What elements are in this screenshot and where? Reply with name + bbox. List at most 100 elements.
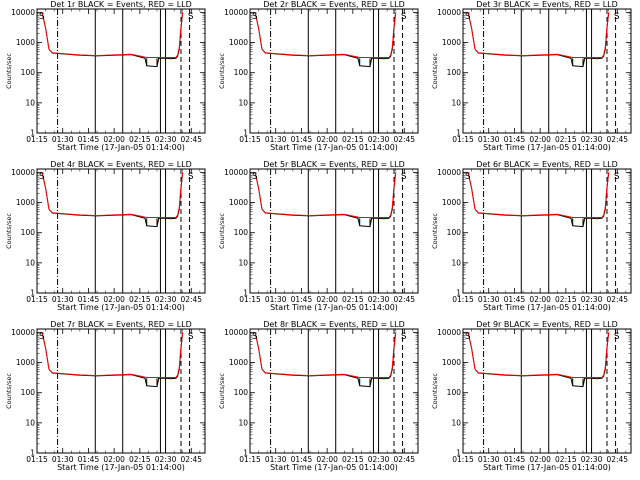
panel-4-title: Det 4r BLACK = Events, RED = LLD [50, 160, 192, 169]
panel-3-ytick-label: 100 [447, 68, 462, 77]
panel-5-ytick-label: 1 [243, 289, 248, 298]
panel-7-ytick-label: 10 [25, 418, 35, 427]
panel-2-ytick-label: 10000 [224, 8, 248, 17]
panel-3-ytick-label: 10 [451, 98, 461, 107]
panel-7-mark-s: S [188, 332, 194, 342]
panel-3-xtick-label: 02:00 [529, 135, 551, 144]
panel-9-ylabel: Counts/sec [431, 373, 439, 409]
panel-7-xtick-label: 01:45 [78, 455, 100, 464]
panel-6: Det 6r BLACK = Events, RED = LLD Counts/s… [431, 160, 632, 312]
panel-6-ylabel: Counts/sec [431, 213, 439, 249]
panel-7: Det 7r BLACK = Events, RED = LLD Counts/s… [5, 320, 206, 472]
panel-3-data [467, 9, 617, 133]
panel-5-ytick-label: 10 [238, 258, 248, 267]
panel-4-ytick-label: 100 [21, 228, 36, 237]
panel-3-xtick-label: 01:15 [452, 135, 474, 144]
panel-8-ytick-label: 10 [238, 418, 248, 427]
panel-9-ytick-label: 10 [451, 418, 461, 427]
panel-9-xtick-label: 01:30 [478, 455, 500, 464]
panel-9-data [467, 329, 617, 453]
panel-2-data [254, 9, 404, 133]
panel-7-xtick-label: 01:30 [52, 455, 74, 464]
panel-5-xtick-label: 02:30 [368, 295, 390, 304]
panel-3-frame [462, 8, 632, 134]
panel-8-ytick-label: 10000 [224, 328, 248, 337]
panel-8-mark-s: S [401, 332, 407, 342]
panel-6-ytick-label: 10000 [437, 168, 461, 177]
panel-2-series-events [254, 12, 397, 68]
panel-3-xlabel: Start Time (17-Jan-05 01:14:00) [483, 143, 611, 152]
panel-7-xtick-label: 02:30 [155, 455, 177, 464]
panel-5-series-events [254, 172, 397, 228]
panel-9-xtick-label: 02:00 [529, 455, 551, 464]
panel-4-xtick-label: 01:45 [78, 295, 100, 304]
panel-3-ylabel: Counts/sec [431, 53, 439, 89]
panel-7-mark-s: S [39, 332, 45, 342]
panel-5-mark-s: S [252, 172, 258, 182]
panel-8-ytick-label: 1000 [229, 358, 248, 367]
panel-7-title: Det 7r BLACK = Events, RED = LLD [50, 320, 192, 329]
panel-2-ytick-label: 1000 [229, 38, 248, 47]
panel-1-mark-s: S [39, 12, 45, 22]
panel-7-xlabel: Start Time (17-Jan-05 01:14:00) [57, 463, 185, 472]
panel-2-ylabel: Counts/sec [218, 53, 226, 89]
panel-9: Det 9r BLACK = Events, RED = LLD Counts/s… [431, 320, 632, 472]
panel-3-ytick-label: 1 [456, 129, 461, 138]
panel-9-frame [462, 328, 632, 454]
panel-5-xtick-label: 01:30 [265, 295, 287, 304]
panel-1-frame [36, 8, 206, 134]
panel-4-xtick-label: 02:15 [129, 295, 151, 304]
panel-2-mark-s: S [401, 12, 407, 22]
panel-8-xtick-label: 01:45 [291, 455, 313, 464]
panel-1-series-lld [41, 12, 184, 58]
panel-6-frame [462, 168, 632, 294]
panel-9-series-lld [467, 332, 610, 378]
panel-8-series-events [254, 332, 397, 388]
panel-1-ytick-label: 10 [25, 98, 35, 107]
panel-8-xtick-label: 01:15 [239, 455, 261, 464]
panel-4-data [41, 169, 191, 293]
panel-9-mark-s: S [614, 332, 620, 342]
panel-1-xlabel: Start Time (17-Jan-05 01:14:00) [57, 143, 185, 152]
panel-3-series-lld [467, 12, 610, 58]
panel-1-ytick-label: 1 [30, 129, 35, 138]
panel-8-title: Det 8r BLACK = Events, RED = LLD [263, 320, 405, 329]
panel-6-mark-s: S [614, 172, 620, 182]
panel-5-xlabel: Start Time (17-Jan-05 01:14:00) [270, 303, 398, 312]
panel-6-title: Det 6r BLACK = Events, RED = LLD [476, 160, 618, 169]
panel-5-ytick-label: 10000 [224, 168, 248, 177]
panel-3-series-events [467, 12, 610, 68]
panel-8-series-lld [254, 332, 397, 378]
panel-3-xtick-label: 01:45 [504, 135, 526, 144]
panel-5-ytick-label: 100 [234, 228, 249, 237]
panel-3-mark-s: S [614, 12, 620, 22]
panel-4-mark-s: S [39, 172, 45, 182]
panel-7-ytick-label: 100 [21, 388, 36, 397]
panel-6-data [467, 169, 617, 293]
panel-8: Det 8r BLACK = Events, RED = LLD Counts/s… [218, 320, 419, 472]
panel-1-ylabel: Counts/sec [5, 53, 13, 89]
panel-5-series-lld [254, 172, 397, 218]
panel-8-frame [249, 328, 419, 454]
panel-4: Det 4r BLACK = Events, RED = LLD Counts/s… [5, 160, 206, 312]
panel-6-xtick-label: 01:45 [504, 295, 526, 304]
panel-4-ytick-label: 1000 [16, 198, 35, 207]
panel-1: Det 1r BLACK = Events, RED = LLD Counts/s… [5, 0, 206, 152]
panel-9-ytick-label: 10000 [437, 328, 461, 337]
panel-5-ytick-label: 1000 [229, 198, 248, 207]
panel-5-frame [249, 168, 419, 294]
panel-5-ylabel: Counts/sec [218, 213, 226, 249]
panel-2-xlabel: Start Time (17-Jan-05 01:14:00) [270, 143, 398, 152]
panel-6-series-events [467, 172, 610, 228]
panel-6-ytick-label: 10 [451, 258, 461, 267]
panel-5-xtick-label: 01:15 [239, 295, 261, 304]
panel-7-ytick-label: 1 [30, 449, 35, 458]
panel-3-xtick-label: 01:30 [478, 135, 500, 144]
panel-2-ytick-label: 100 [234, 68, 249, 77]
panel-4-xtick-label: 02:00 [103, 295, 125, 304]
panel-6-xtick-label: 02:00 [529, 295, 551, 304]
panel-7-xtick-label: 02:15 [129, 455, 151, 464]
panel-9-mark-s: S [465, 332, 471, 342]
panel-4-ytick-label: 10 [25, 258, 35, 267]
panel-1-xtick-label: 02:45 [180, 135, 202, 144]
